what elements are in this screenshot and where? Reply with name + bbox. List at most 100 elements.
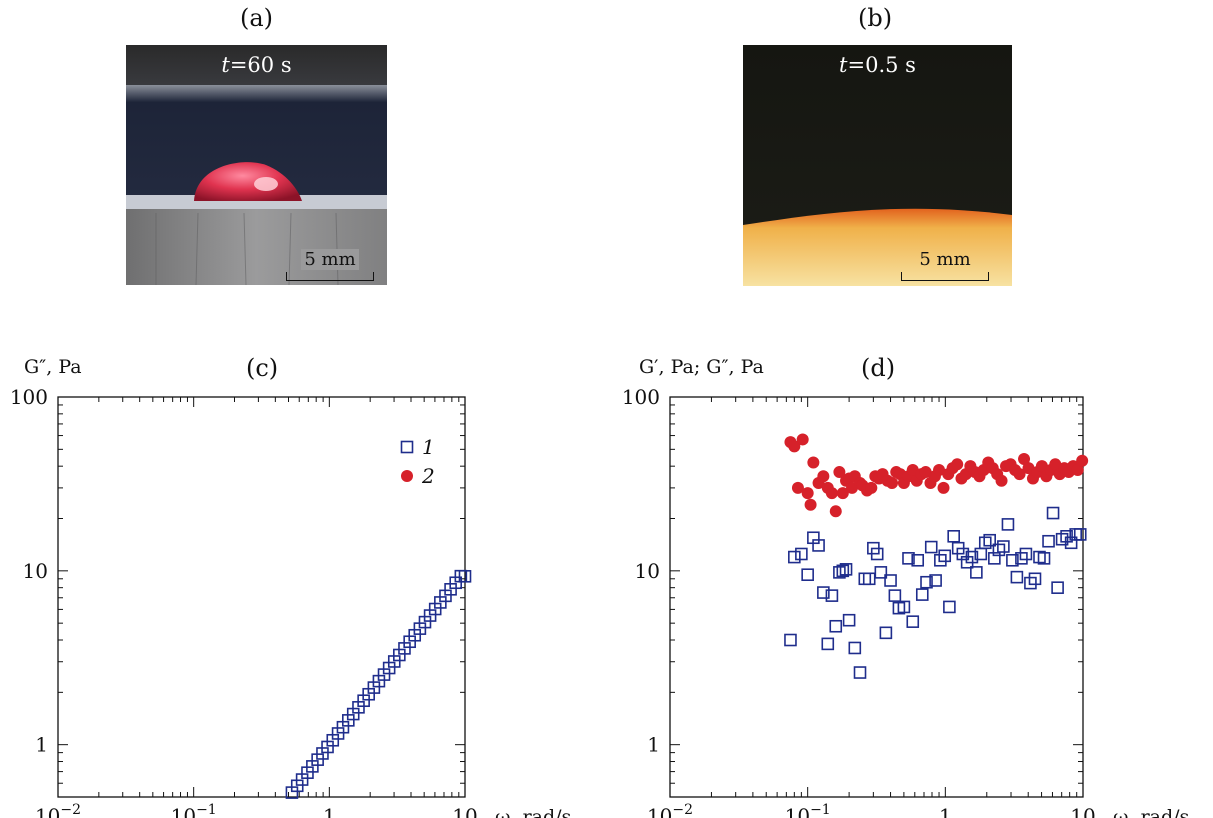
data-point-circle <box>788 440 801 453</box>
data-point-circle <box>937 481 950 494</box>
time-label-b: t=0.5 s <box>839 53 916 77</box>
data-point-square <box>992 543 1006 557</box>
data-point-square <box>821 637 835 651</box>
data-point-square <box>897 600 911 614</box>
data-point-square <box>784 633 797 647</box>
data-point-square <box>812 539 825 552</box>
photo-drop-spreading: t=0.5 s 5 mm <box>743 45 1012 286</box>
y-tick-label: 1 <box>647 733 660 757</box>
data-point-square <box>1019 547 1033 561</box>
plot-frame <box>669 396 1084 798</box>
data-point-square <box>795 547 808 561</box>
data-point-square <box>862 572 876 586</box>
data-point-square <box>842 613 856 627</box>
x-axis-label: ω, rad/s <box>1113 806 1189 818</box>
legend-label: 1 <box>422 435 435 459</box>
data-point-circle <box>796 433 809 446</box>
data-point-square <box>870 547 884 561</box>
data-point-circle <box>825 487 838 500</box>
y-tick-label: 100 <box>10 385 48 409</box>
data-point-circle <box>1018 452 1031 465</box>
data-point-square <box>817 586 830 599</box>
y-tick-label: 1 <box>35 733 48 757</box>
data-point-square <box>833 566 846 579</box>
data-point-square <box>836 564 850 578</box>
data-point-square <box>1001 518 1015 531</box>
data-point-square <box>956 547 970 561</box>
data-point-square <box>884 574 897 587</box>
data-point-square <box>400 440 414 454</box>
data-point-square <box>1006 553 1019 567</box>
data-point-circle <box>1022 462 1035 475</box>
data-point-circle <box>919 466 932 479</box>
x-tick-label: 10−2 <box>35 802 81 818</box>
data-point-circle <box>933 464 946 477</box>
data-point-circle <box>836 487 849 500</box>
data-point-square <box>788 550 801 564</box>
legend: 12 <box>400 435 435 488</box>
data-point-square <box>1060 530 1073 543</box>
x-tick-label: 1 <box>323 804 336 818</box>
data-point-square <box>929 574 942 587</box>
data-point-circle <box>401 470 413 482</box>
legend-label: 2 <box>421 464 435 488</box>
data-point-square <box>1073 528 1087 541</box>
data-point-square <box>1010 570 1024 584</box>
data-point-square <box>943 600 956 614</box>
data-point-circle <box>1013 468 1026 481</box>
panel-a-letter: (a) <box>240 4 274 32</box>
data-point-square <box>888 589 902 602</box>
data-point-square <box>1037 552 1051 565</box>
x-tick-label: 1 <box>939 804 952 818</box>
data-point-circle <box>817 470 830 483</box>
series-1 <box>784 506 1087 679</box>
chart-c-ylabel: G″, Pa <box>24 356 82 378</box>
data-point-square <box>924 540 938 554</box>
data-point-square <box>947 530 960 543</box>
scale-bar-a: 5 mm <box>286 249 374 281</box>
data-point-square <box>1051 581 1064 594</box>
data-point-square <box>934 553 947 567</box>
data-point-square <box>965 550 979 564</box>
data-point-square <box>988 552 1001 565</box>
data-point-square <box>848 641 862 655</box>
time-label-a: t=60 s <box>221 53 292 77</box>
series-0 <box>784 433 1089 518</box>
data-point-circle <box>865 481 878 494</box>
data-point-square <box>915 588 929 601</box>
panel-b-letter: (b) <box>858 4 893 32</box>
data-point-square <box>801 568 814 582</box>
data-point-square <box>874 566 888 579</box>
photo-drop-on-surface: t=60 s 5 mm <box>126 45 387 285</box>
data-point-square <box>906 615 920 628</box>
x-tick-label: 10 <box>1070 804 1095 818</box>
data-point-square <box>1033 550 1046 564</box>
data-point-square <box>997 540 1010 553</box>
data-point-circle <box>833 466 846 479</box>
panel-c-letter: (c) <box>246 354 279 382</box>
data-point-square <box>829 619 843 633</box>
data-point-circle <box>829 505 842 518</box>
data-point-square <box>858 572 872 586</box>
data-point-circle <box>807 456 820 469</box>
x-tick-label: 10 <box>452 804 477 818</box>
data-point-square <box>1064 536 1078 550</box>
data-point-square <box>911 553 925 567</box>
data-point-square <box>825 589 839 602</box>
data-point-square <box>879 626 893 640</box>
y-tick-label: 10 <box>23 559 48 583</box>
panel-d-letter: (d) <box>861 354 896 382</box>
data-point-circle <box>804 498 817 511</box>
y-tick-label: 100 <box>622 385 660 409</box>
data-point-circle <box>1076 454 1089 467</box>
data-point-square <box>978 536 992 550</box>
data-point-circle <box>801 487 814 500</box>
data-point-square <box>983 533 996 547</box>
data-point-square <box>920 575 933 589</box>
plot-frame <box>57 396 466 798</box>
data-point-circle <box>886 477 899 490</box>
series-0 <box>285 569 472 799</box>
x-tick-label: 10−2 <box>647 802 693 818</box>
